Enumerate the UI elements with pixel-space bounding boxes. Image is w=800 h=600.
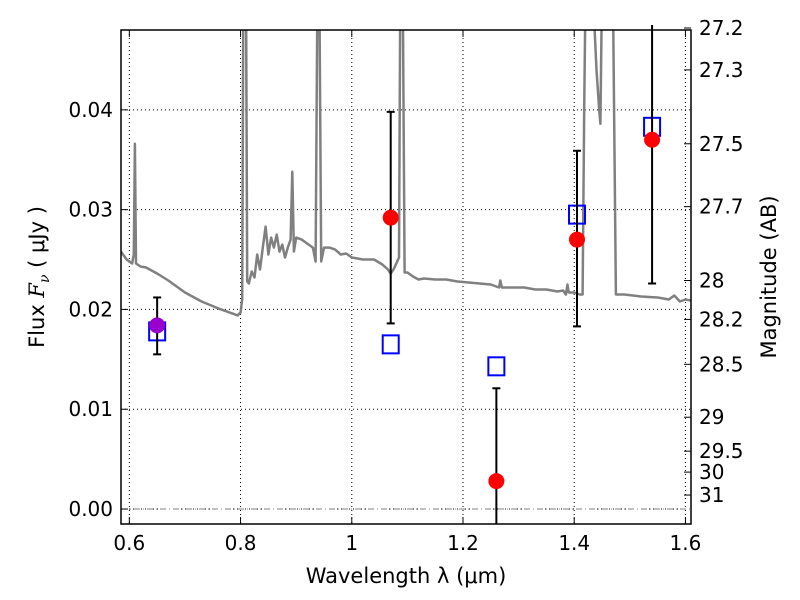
y-tick-label: 0.04 [68, 98, 113, 122]
y-tick-label: 0.03 [68, 198, 113, 222]
x-tick-label: 1.6 [670, 531, 702, 555]
model-band-square [487, 356, 506, 377]
x-tick-label: 1.2 [447, 531, 479, 555]
plot-frame [120, 29, 692, 525]
y-axis-title: Flux Fν ( μJy ) [25, 206, 53, 348]
observed-flux-point [569, 231, 585, 248]
y-axis-title-subscript: ν [37, 274, 53, 283]
right-tick-label: 28.5 [699, 352, 744, 376]
y-axis-title-symbol: F [25, 282, 49, 299]
right-axis-title: Magnitude (AB) [757, 195, 781, 358]
y-tick-label: 0.02 [68, 297, 113, 321]
right-tick-label: 31 [699, 483, 724, 507]
x-tick-label: 1.4 [558, 531, 590, 555]
x-tick-label: 1 [345, 531, 358, 555]
model-spectrum-line [121, 30, 691, 317]
right-tick-label: 29.5 [699, 439, 744, 463]
y-tick-label: 0.01 [68, 397, 113, 421]
plot-area [121, 30, 691, 510]
right-tick-label: 29 [699, 405, 724, 429]
y-tick-label: 0.00 [68, 497, 113, 521]
x-tick-label: 0.8 [225, 531, 257, 555]
right-tick-label: 28 [699, 268, 724, 292]
x-axis-title: Wavelength λ (μm) [306, 564, 507, 588]
observed-flux-point [149, 317, 166, 334]
markers [148, 25, 662, 524]
right-tick-label: 27.3 [699, 58, 744, 82]
right-tick-label: 30 [699, 460, 724, 484]
x-tick-label: 0.6 [113, 531, 145, 555]
axis-ticks: 0.6 0.8 1 1.2 1.4 1.6 0.00 0.01 0.02 0.03 0.04 27.2… [68, 16, 743, 555]
right-tick-label: 27.7 [699, 195, 744, 219]
x-axis-title-text: Wavelength λ (μm) [306, 564, 507, 588]
observed-flux-point [382, 209, 399, 226]
y-axis-title-suffix: ( μJy ) [25, 206, 49, 274]
y-axis-title-prefix: Flux [25, 298, 49, 348]
right-tick-label: 28.2 [699, 307, 744, 331]
right-tick-label: 27.5 [699, 132, 744, 156]
observed-flux-point [644, 131, 661, 148]
grid [121, 30, 691, 524]
right-tick-label: 27.2 [699, 16, 744, 40]
model-band-square [381, 334, 400, 355]
observed-flux-point [488, 473, 505, 490]
